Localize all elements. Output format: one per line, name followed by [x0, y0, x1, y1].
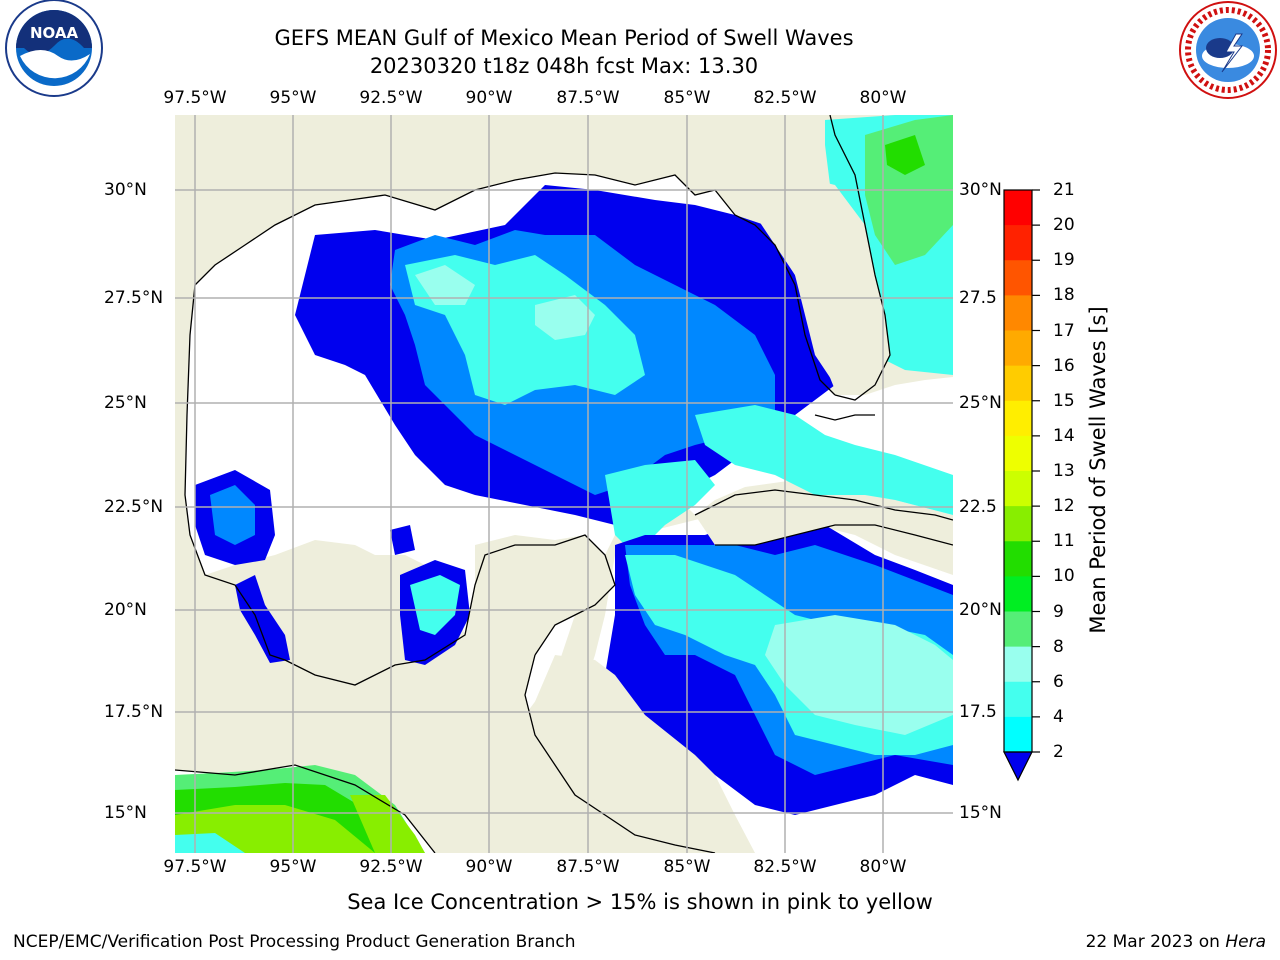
lon-tick-bottom: 97.5°W — [163, 857, 227, 877]
lon-tick-bottom: 87.5°W — [556, 857, 620, 877]
lat-tick-right: 30°N — [959, 180, 1002, 200]
colorbar — [1003, 189, 1040, 782]
colorbar-cell — [1004, 365, 1032, 402]
colorbar-cell — [1004, 260, 1032, 296]
colorbar-cell — [1004, 506, 1032, 542]
lon-tick-top: 82.5°W — [753, 88, 817, 108]
date-value: 22 Mar 2023 on — [1085, 932, 1226, 952]
colorbar-tick-label: 21 — [1053, 180, 1075, 200]
colorbar-tick-label: 9 — [1053, 601, 1064, 622]
sea-ice-note: Sea Ice Concentration > 15% is shown in … — [347, 890, 933, 914]
central-america-land — [525, 655, 755, 853]
colorbar-cell — [1004, 611, 1032, 648]
colorbar-cell — [1004, 576, 1032, 612]
map-subtitle: 20230320 t18z 048h fcst Max: 13.30 — [369, 54, 759, 78]
lat-tick-left: 15°N — [104, 803, 147, 823]
colorbar-cell — [1004, 400, 1032, 437]
lon-tick-bottom: 85°W — [663, 857, 711, 877]
nws-logo-icon — [1179, 1, 1277, 99]
credit-text: NCEP/EMC/Verification Post Processing Pr… — [13, 932, 576, 952]
lat-tick-right: 22.5 — [959, 497, 997, 517]
lat-tick-right: 27.5 — [959, 288, 997, 308]
lat-tick-right: 20°N — [959, 600, 1002, 620]
colorbar-cell — [1004, 295, 1032, 331]
colorbar-tick-label: 13 — [1053, 461, 1075, 481]
lat-tick-left: 17.5°N — [104, 702, 164, 722]
machine-name: Hera — [1225, 932, 1266, 952]
lat-tick-left: 20°N — [104, 600, 147, 620]
lat-tick-left: 25°N — [104, 393, 147, 413]
lat-tick-left: 22.5°N — [104, 497, 164, 517]
florida-land — [735, 175, 890, 395]
lat-tick-left: 27.5°N — [104, 288, 164, 308]
lon-tick-top: 80°W — [859, 88, 907, 108]
coastlines — [175, 115, 953, 853]
colorbar-tick-label: 8 — [1053, 636, 1064, 657]
lat-tick-left: 30°N — [104, 180, 147, 200]
lat-tick-right: 15°N — [959, 803, 1002, 823]
colorbar-cell — [1004, 435, 1032, 472]
colorbar-cell — [1004, 471, 1032, 507]
colorbar-tick-label: 11 — [1053, 531, 1075, 552]
colorbar-tick-label: 17 — [1053, 320, 1075, 341]
map-title: GEFS MEAN Gulf of Mexico Mean Period of … — [274, 26, 854, 50]
cuba-land — [695, 490, 953, 545]
noaa-logo-icon: NOAA — [5, 0, 103, 97]
colorbar-cell — [1004, 225, 1032, 261]
colorbar-tick-label: 12 — [1053, 496, 1075, 517]
colorbar-cell — [1004, 681, 1032, 718]
lon-tick-bottom: 82.5°W — [753, 857, 817, 877]
date-text: 22 Mar 2023 on Hera — [1086, 932, 1266, 952]
colorbar-cell — [1004, 646, 1032, 683]
lon-tick-bottom: 92.5°W — [359, 857, 423, 877]
lon-tick-top: 95°W — [269, 88, 317, 108]
colorbar-tick-label: 16 — [1053, 355, 1075, 376]
lat-tick-right: 25°N — [959, 393, 1002, 413]
colorbar-cell — [1004, 716, 1032, 753]
colorbar-tick-label: 6 — [1053, 671, 1064, 692]
lon-tick-bottom: 90°W — [465, 857, 513, 877]
pacific-swell — [175, 765, 425, 853]
lon-tick-bottom: 95°W — [269, 857, 317, 877]
colorbar-tick-label: 18 — [1053, 285, 1075, 306]
colorbar-tick-label: 4 — [1053, 706, 1064, 727]
lat-tick-right: 17.5 — [959, 702, 997, 722]
graticule — [175, 115, 953, 853]
colorbar-tick-label: 2 — [1053, 742, 1064, 762]
colorbar-tick-label: 19 — [1053, 250, 1075, 271]
colorbar-tick-label: 14 — [1053, 425, 1075, 446]
gulf-of-mexico-map — [175, 115, 953, 853]
svg-text:NOAA: NOAA — [30, 24, 79, 42]
colorbar-extend-arrow — [1003, 751, 1033, 782]
colorbar-cell — [1004, 541, 1032, 577]
lon-tick-bottom: 80°W — [859, 857, 907, 877]
lon-tick-top: 87.5°W — [556, 88, 620, 108]
lon-tick-top: 85°W — [663, 88, 711, 108]
lon-tick-top: 90°W — [465, 88, 513, 108]
lon-tick-top: 92.5°W — [359, 88, 423, 108]
colorbar-tick-label: 10 — [1053, 566, 1075, 587]
colorbar-tick-label: 15 — [1053, 390, 1075, 411]
colorbar-label: Mean Period of Swell Waves [s] — [1086, 306, 1110, 634]
colorbar-tick-label: 20 — [1053, 215, 1075, 236]
colorbar-cell — [1004, 190, 1032, 226]
colorbar-cell — [1004, 330, 1032, 367]
lon-tick-top: 97.5°W — [163, 88, 227, 108]
